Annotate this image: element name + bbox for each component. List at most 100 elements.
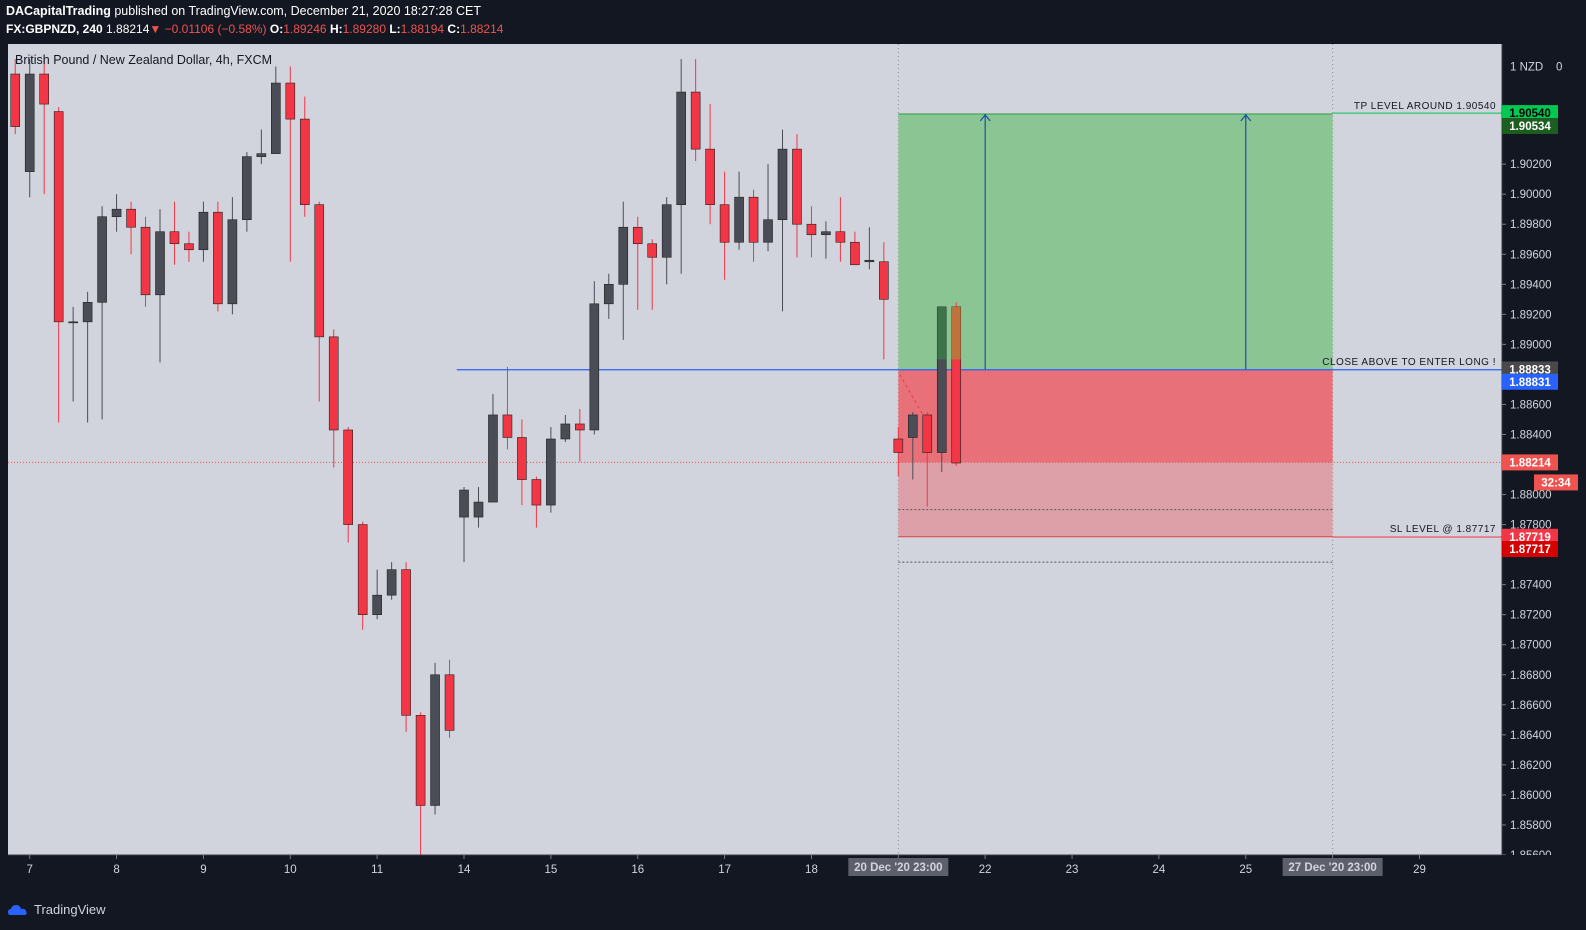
candle[interactable] — [806, 223, 817, 236]
candle[interactable] — [24, 73, 35, 172]
candle[interactable] — [517, 437, 527, 480]
candle[interactable] — [618, 226, 629, 285]
time-tick-label: 7 — [27, 864, 33, 876]
candle[interactable] — [502, 414, 513, 438]
candle[interactable] — [748, 196, 759, 243]
price-axis[interactable] — [1502, 44, 1586, 855]
candle[interactable] — [473, 501, 484, 518]
candle[interactable] — [401, 569, 411, 716]
candle[interactable] — [82, 302, 93, 323]
candle[interactable] — [879, 261, 889, 300]
price-tick-label: 1.89600 — [1510, 249, 1552, 261]
time-tick-label: 24 — [1153, 864, 1166, 876]
candle[interactable] — [589, 303, 600, 431]
candle[interactable] — [560, 423, 571, 440]
candle[interactable] — [328, 336, 339, 431]
candle[interactable] — [357, 524, 368, 616]
candle[interactable] — [97, 216, 107, 303]
candle[interactable] — [299, 118, 310, 205]
candle[interactable] — [256, 153, 267, 157]
candle[interactable] — [922, 414, 933, 453]
candle[interactable] — [792, 148, 802, 225]
tradingview-cloud-icon — [8, 904, 27, 915]
time-label: 20 Dec '20 23:00 — [854, 862, 942, 874]
candle[interactable] — [126, 208, 136, 228]
candle[interactable] — [647, 243, 658, 258]
candle[interactable] — [864, 259, 875, 263]
candle[interactable] — [68, 321, 78, 324]
price-label-box — [1502, 117, 1558, 134]
price-chart[interactable]: TP LEVEL AROUND 1.90540 CLOSE ABOVE TO EN… — [0, 0, 1586, 893]
time-tick-label: 23 — [1066, 864, 1079, 876]
candle[interactable] — [271, 82, 281, 154]
candle[interactable] — [632, 226, 643, 245]
candle[interactable] — [285, 82, 296, 120]
candle[interactable] — [531, 479, 542, 506]
price-tick-label: 1.86000 — [1510, 790, 1552, 802]
candle[interactable] — [184, 243, 194, 251]
candle[interactable] — [111, 208, 122, 218]
time-label: 27 Dec '20 23:00 — [1288, 862, 1376, 874]
candle[interactable] — [835, 231, 846, 243]
entry-level-label: CLOSE ABOVE TO ENTER LONG ! — [1322, 357, 1496, 368]
candle[interactable] — [546, 438, 556, 506]
time-tick-label: 8 — [113, 864, 119, 876]
candle-highlight-orange — [951, 306, 961, 360]
candle[interactable] — [661, 204, 672, 258]
candle[interactable] — [821, 231, 831, 236]
candle[interactable] — [777, 148, 788, 221]
ohlc-header: FX:GBPNZD, 240 1.88214▼ −0.01106 (−0.58%… — [6, 22, 503, 36]
candle[interactable] — [575, 423, 585, 431]
price-tick-label: 1.90200 — [1510, 159, 1552, 171]
candle[interactable] — [198, 211, 209, 251]
candle[interactable] — [314, 204, 325, 338]
candle[interactable] — [763, 219, 773, 243]
price-label: 1.88214 — [1509, 457, 1551, 469]
candle[interactable] — [155, 231, 165, 296]
candle[interactable] — [227, 219, 238, 305]
candle[interactable] — [603, 283, 614, 305]
open-value: 1.89246 — [283, 22, 327, 36]
price-label-box — [1502, 105, 1558, 122]
candle[interactable] — [140, 226, 151, 296]
candle[interactable] — [169, 231, 180, 245]
time-tick-label: 16 — [631, 864, 644, 876]
candle[interactable] — [850, 241, 860, 266]
loss-zone-active[interactable] — [898, 369, 1333, 463]
candle[interactable] — [343, 429, 354, 525]
candle[interactable] — [430, 674, 440, 806]
tradingview-logo[interactable]: TradingView — [8, 902, 106, 917]
candle[interactable] — [213, 211, 223, 305]
candle[interactable] — [893, 438, 904, 453]
candle[interactable] — [39, 73, 49, 105]
candle[interactable] — [242, 156, 252, 221]
candle[interactable] — [53, 111, 64, 323]
loss-zone[interactable] — [898, 462, 1333, 537]
author-name[interactable]: DACapitalTrading — [6, 4, 111, 18]
price-tick-label: 1.87000 — [1510, 640, 1552, 652]
profit-zone[interactable] — [898, 113, 1333, 370]
candle[interactable] — [415, 715, 426, 806]
price-label: 1.90540 — [1509, 108, 1551, 120]
price-label-box — [1502, 373, 1558, 390]
candle[interactable] — [459, 489, 469, 518]
tp-level-label: TP LEVEL AROUND 1.90540 — [1354, 101, 1496, 112]
chart-legend-title: British Pound / New Zealand Dollar, 4h, … — [15, 53, 272, 67]
candle[interactable] — [719, 204, 730, 243]
candle[interactable] — [444, 674, 455, 731]
price-label: 1.88831 — [1509, 377, 1551, 389]
candle[interactable] — [734, 196, 744, 243]
price-label: 1.87719 — [1509, 532, 1551, 544]
candle[interactable] — [907, 414, 918, 438]
time-tick-label: 10 — [284, 864, 297, 876]
price-label-box — [1502, 528, 1558, 545]
candle[interactable] — [690, 91, 701, 150]
candle[interactable] — [386, 569, 397, 596]
candle[interactable] — [705, 148, 715, 205]
candle[interactable] — [676, 91, 686, 205]
candle[interactable] — [10, 73, 21, 127]
price-label-box — [1502, 541, 1558, 558]
candle[interactable] — [372, 594, 382, 616]
candle[interactable] — [488, 414, 498, 503]
price-tick-label: 1.87200 — [1510, 610, 1552, 622]
